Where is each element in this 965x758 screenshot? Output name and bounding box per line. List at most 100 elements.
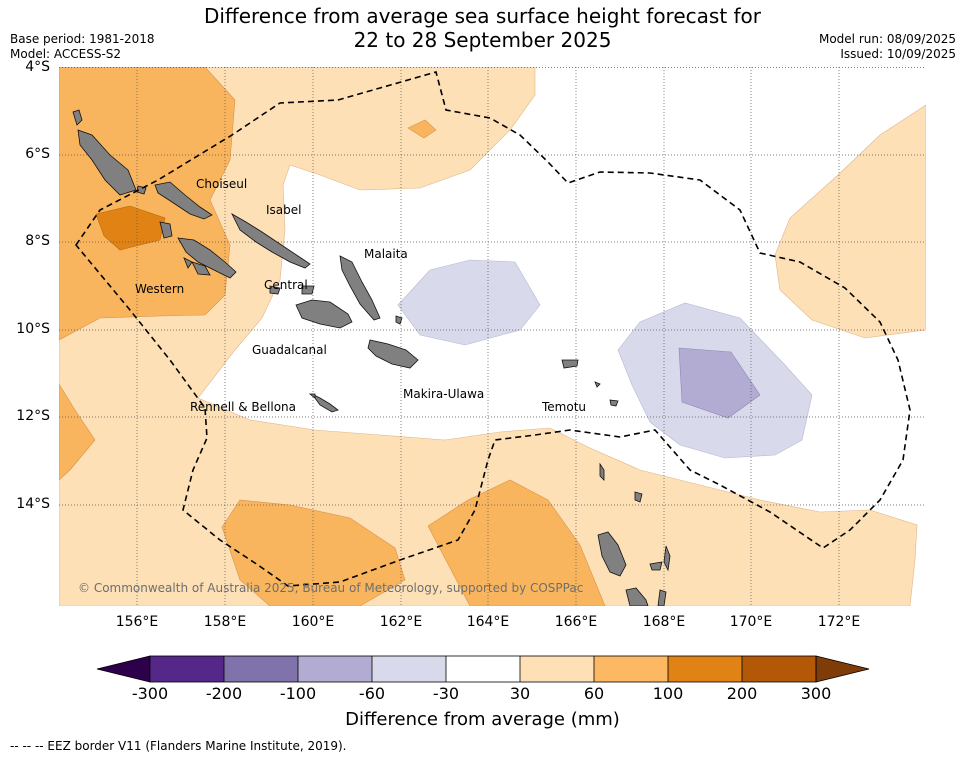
island-aoba <box>649 561 663 571</box>
colorbar-segment-100-200 <box>668 656 742 682</box>
label-isabel: Isabel <box>266 203 301 217</box>
anomaly-neg-60-100 <box>678 347 761 419</box>
islands <box>72 109 671 606</box>
colorbar-tick-neg300: -300 <box>131 684 169 703</box>
anomaly-30-60 <box>59 67 926 606</box>
island-espiritu-santo <box>597 531 627 577</box>
lat-label-14s: 14°S <box>16 496 50 512</box>
eez-boundary-line <box>74 71 911 587</box>
anomaly-60-100-southwest <box>59 383 96 481</box>
island-malakula <box>625 587 649 606</box>
colorbar-tick-200: 200 <box>726 684 758 703</box>
label-rennell-bellona: Rennell & Bellona <box>190 400 296 414</box>
anomaly-30-60-east <box>774 104 926 339</box>
lon-label-164e: 164°E <box>466 614 510 630</box>
colorbar-tick-100: 100 <box>652 684 684 703</box>
colorbar-tick-neg60: -60 <box>358 684 386 703</box>
label-temotu: Temotu <box>541 400 586 414</box>
island-vanikoro <box>609 399 619 407</box>
island-vella-lavella <box>159 221 173 239</box>
colorbar-title: Difference from average (mm) <box>345 709 620 730</box>
eez-legend-note: -- -- -- EEZ border V11 (Flanders Marine… <box>10 739 347 753</box>
island-santa-cruz <box>561 359 579 369</box>
province-labels: Choiseul Isabel Malaita Western Central … <box>135 177 586 414</box>
island-isabel <box>231 212 311 269</box>
colorbar-tick-60: 60 <box>583 684 605 703</box>
label-choiseul: Choiseul <box>196 177 247 191</box>
lon-label-166e: 166°E <box>554 614 598 630</box>
island-guadalcanal <box>295 299 353 329</box>
lon-label-160e: 160°E <box>291 614 335 630</box>
colorbar-tick-300: 300 <box>800 684 832 703</box>
island-maewo <box>663 545 671 572</box>
island-bougainville <box>77 129 137 196</box>
island-banks <box>634 491 643 503</box>
sea-level-map: Choiseul Isabel Malaita Western Central … <box>59 67 926 606</box>
label-guadalcanal: Guadalcanal <box>252 343 327 357</box>
island-choiseul <box>154 181 213 220</box>
model-name: Model: ACCESS-S2 <box>10 47 122 61</box>
chart-title: Difference from average sea surface heig… <box>0 4 965 52</box>
lat-label-6s: 6°S <box>25 146 50 162</box>
lon-label-172e: 172°E <box>817 614 861 630</box>
island-rennell <box>311 393 339 413</box>
label-malaita: Malaita <box>364 247 408 261</box>
colorbar-segment-neg300-neg200 <box>150 656 224 682</box>
model-run: Model run: 08/09/2025 <box>818 32 956 46</box>
lon-label-158e: 158°E <box>203 614 247 630</box>
lat-label-12s: 12°S <box>16 408 50 424</box>
lon-label-162e: 162°E <box>379 614 423 630</box>
colorbar-segment-neg100-neg60 <box>298 656 372 682</box>
meta-right: Model run: 08/09/2025 Issued: 10/09/2025 <box>819 32 956 62</box>
island-pentecost <box>657 589 667 606</box>
lat-label-4s: 4°S <box>25 59 50 75</box>
label-makira-ulawa: Makira-Ulawa <box>403 387 484 401</box>
island-rendova <box>183 257 193 269</box>
anomaly-60-100-west <box>59 67 236 341</box>
colorbar-segment-60-100 <box>594 656 668 682</box>
label-central: Central <box>264 278 308 292</box>
anomaly-60-100-north-spot <box>407 119 437 139</box>
colorbar-tick-neg100: -100 <box>279 684 317 703</box>
anomaly-neg-30-60-west <box>397 259 541 346</box>
anomaly-30-60-main <box>59 67 918 606</box>
lon-label-156e: 156°E <box>115 614 159 630</box>
island-malaita <box>339 255 381 321</box>
graticule <box>59 67 926 606</box>
colorbar-tick-30: 30 <box>509 684 531 703</box>
colorbar <box>96 655 870 683</box>
lat-label-8s: 8°S <box>25 233 50 249</box>
island-bellona <box>308 393 316 399</box>
island-torres <box>599 462 605 481</box>
lat-label-10s: 10°S <box>16 321 50 337</box>
base-period: Base period: 1981-2018 <box>10 32 155 46</box>
meta-left: Base period: 1981-2018 Model: ACCESS-S2 <box>10 32 155 62</box>
colorbar-tick-neg30: -30 <box>432 684 460 703</box>
colorbar-segment-30-60 <box>520 656 594 682</box>
island-makira <box>367 339 419 369</box>
eez-border <box>74 71 911 587</box>
issued-date: Issued: 10/09/2025 <box>840 47 956 61</box>
colorbar-under-arrow <box>96 655 151 683</box>
copyright-notice: © Commonwealth of Australia 2025, Bureau… <box>78 581 583 595</box>
island-vangunu <box>191 261 211 276</box>
anomaly-60-100-south1 <box>221 499 406 606</box>
lon-label-168e: 168°E <box>642 614 686 630</box>
island-buka <box>72 109 83 126</box>
anomaly-60-100 <box>59 67 606 606</box>
colorbar-dividers <box>149 655 817 683</box>
colorbar-segment-neg200-neg100 <box>224 656 298 682</box>
title-line-1: Difference from average sea surface heig… <box>203 4 762 28</box>
anomaly-100-200 <box>95 205 166 251</box>
island-ulawa <box>395 315 403 325</box>
island-nggela <box>301 285 315 295</box>
lon-label-170e: 170°E <box>729 614 773 630</box>
title-line-2: 22 to 28 September 2025 <box>353 28 612 52</box>
island-duff <box>594 381 601 388</box>
colorbar-over-arrow <box>815 655 870 683</box>
colorbar-tick-neg200: -200 <box>205 684 243 703</box>
island-russell <box>269 285 281 295</box>
anomaly-60-100-south2 <box>427 479 606 606</box>
island-new-georgia <box>177 237 237 279</box>
colorbar-segment-neg30-30 <box>446 656 520 682</box>
